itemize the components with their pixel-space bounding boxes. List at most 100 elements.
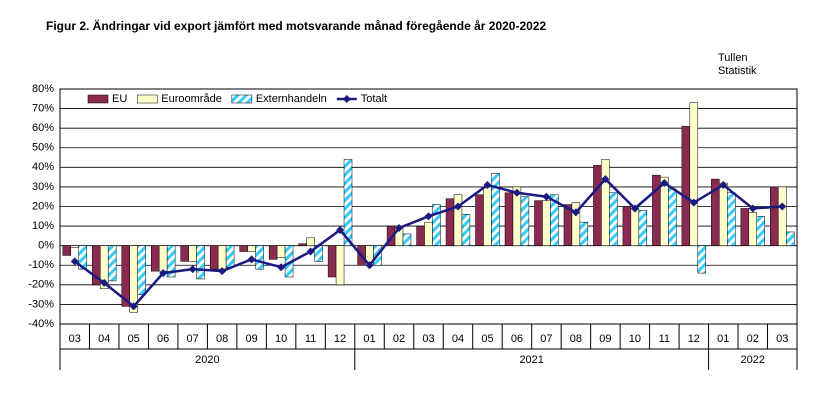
bar — [483, 186, 492, 246]
marker — [748, 204, 757, 213]
x-tick-label: 04 — [452, 333, 464, 345]
bar — [579, 221, 589, 246]
bar — [217, 245, 227, 270]
x-tick-label: 01 — [363, 333, 375, 345]
bar — [255, 245, 264, 270]
bar — [166, 245, 176, 278]
y-tick-label: 10% — [32, 220, 54, 232]
marker — [277, 263, 286, 272]
x-tick-label: 03 — [69, 333, 81, 345]
bar — [727, 192, 736, 246]
x-tick-label: 06 — [511, 333, 523, 345]
bar — [424, 221, 433, 246]
bar — [196, 245, 205, 280]
y-tick-label: -40% — [28, 318, 54, 330]
y-tick-label: 60% — [32, 122, 54, 134]
bar — [491, 172, 500, 246]
legend-label: Externhandeln — [256, 93, 327, 105]
y-tick-label: 30% — [32, 181, 54, 193]
marker — [778, 202, 787, 211]
x-tick-label: 08 — [216, 333, 228, 345]
x-tick-label: 07 — [540, 333, 552, 345]
marker — [218, 267, 227, 276]
x-tick-label: 10 — [275, 333, 287, 345]
bar — [225, 245, 235, 268]
bar — [78, 245, 87, 270]
bar — [306, 237, 315, 246]
x-tick-label: 11 — [305, 333, 316, 345]
y-tick-label: 50% — [32, 142, 54, 154]
marker — [188, 265, 197, 274]
bar — [778, 186, 787, 246]
plot-border — [59, 88, 798, 325]
bar — [247, 245, 256, 252]
bar — [719, 182, 728, 246]
source: Tullen — [718, 52, 748, 64]
x-tick-label: 03 — [776, 333, 788, 345]
bar — [239, 245, 248, 252]
bar — [445, 198, 455, 246]
bar — [461, 214, 471, 246]
bar — [622, 206, 632, 246]
bar — [638, 210, 648, 246]
y-tick-label: 20% — [32, 200, 54, 212]
marker — [512, 188, 521, 197]
bar — [158, 245, 168, 272]
bar — [137, 245, 146, 295]
x-tick-label: 01 — [717, 333, 729, 345]
marker — [306, 247, 315, 256]
bar — [652, 174, 661, 246]
marker — [689, 198, 698, 207]
x-tick-label: 11 — [659, 333, 670, 345]
marker — [660, 179, 669, 187]
marker — [424, 212, 433, 221]
bar — [188, 245, 197, 262]
bar — [542, 200, 551, 246]
bar — [268, 245, 278, 260]
chart-title: Figur 2. Ändringar vid export jämfört me… — [46, 18, 546, 33]
group-label: 2022 — [741, 354, 765, 366]
marker — [129, 302, 138, 311]
bar — [335, 245, 345, 286]
marker — [70, 257, 79, 266]
marker — [159, 269, 168, 278]
bar — [697, 245, 707, 274]
source: Statistik — [718, 65, 757, 77]
legend-swatch — [87, 94, 109, 104]
x-tick-label: 07 — [187, 333, 199, 345]
bar — [343, 159, 353, 246]
group-label: 2021 — [519, 354, 543, 366]
bar — [107, 245, 117, 282]
bar — [534, 200, 543, 246]
bar — [432, 204, 441, 246]
bar — [276, 245, 286, 258]
bar — [416, 225, 425, 246]
y-tick-label: 40% — [32, 161, 54, 173]
bar — [660, 176, 669, 246]
x-tick-label: 09 — [245, 333, 257, 345]
bar — [209, 245, 219, 270]
bar — [609, 192, 618, 246]
x-tick-label: 06 — [157, 333, 169, 345]
marker — [247, 255, 256, 264]
bar — [550, 194, 559, 246]
y-tick-label: -30% — [28, 298, 54, 310]
marker — [601, 175, 610, 184]
y-tick-label: 70% — [32, 102, 54, 114]
marker — [365, 261, 374, 270]
y-tick-label: 80% — [32, 83, 54, 95]
bar — [180, 245, 189, 262]
bar — [520, 196, 530, 246]
x-tick-label: 02 — [393, 333, 405, 345]
x-tick-label: 05 — [128, 333, 140, 345]
legend-label: EU — [112, 93, 127, 105]
marker — [571, 208, 580, 217]
bar — [748, 212, 758, 246]
x-tick-label: 09 — [599, 333, 611, 345]
bar — [681, 125, 691, 246]
bar — [150, 245, 160, 272]
bar — [668, 188, 677, 246]
bar — [785, 231, 795, 246]
legend-label: Totalt — [361, 93, 387, 105]
legend-swatch — [231, 94, 253, 104]
